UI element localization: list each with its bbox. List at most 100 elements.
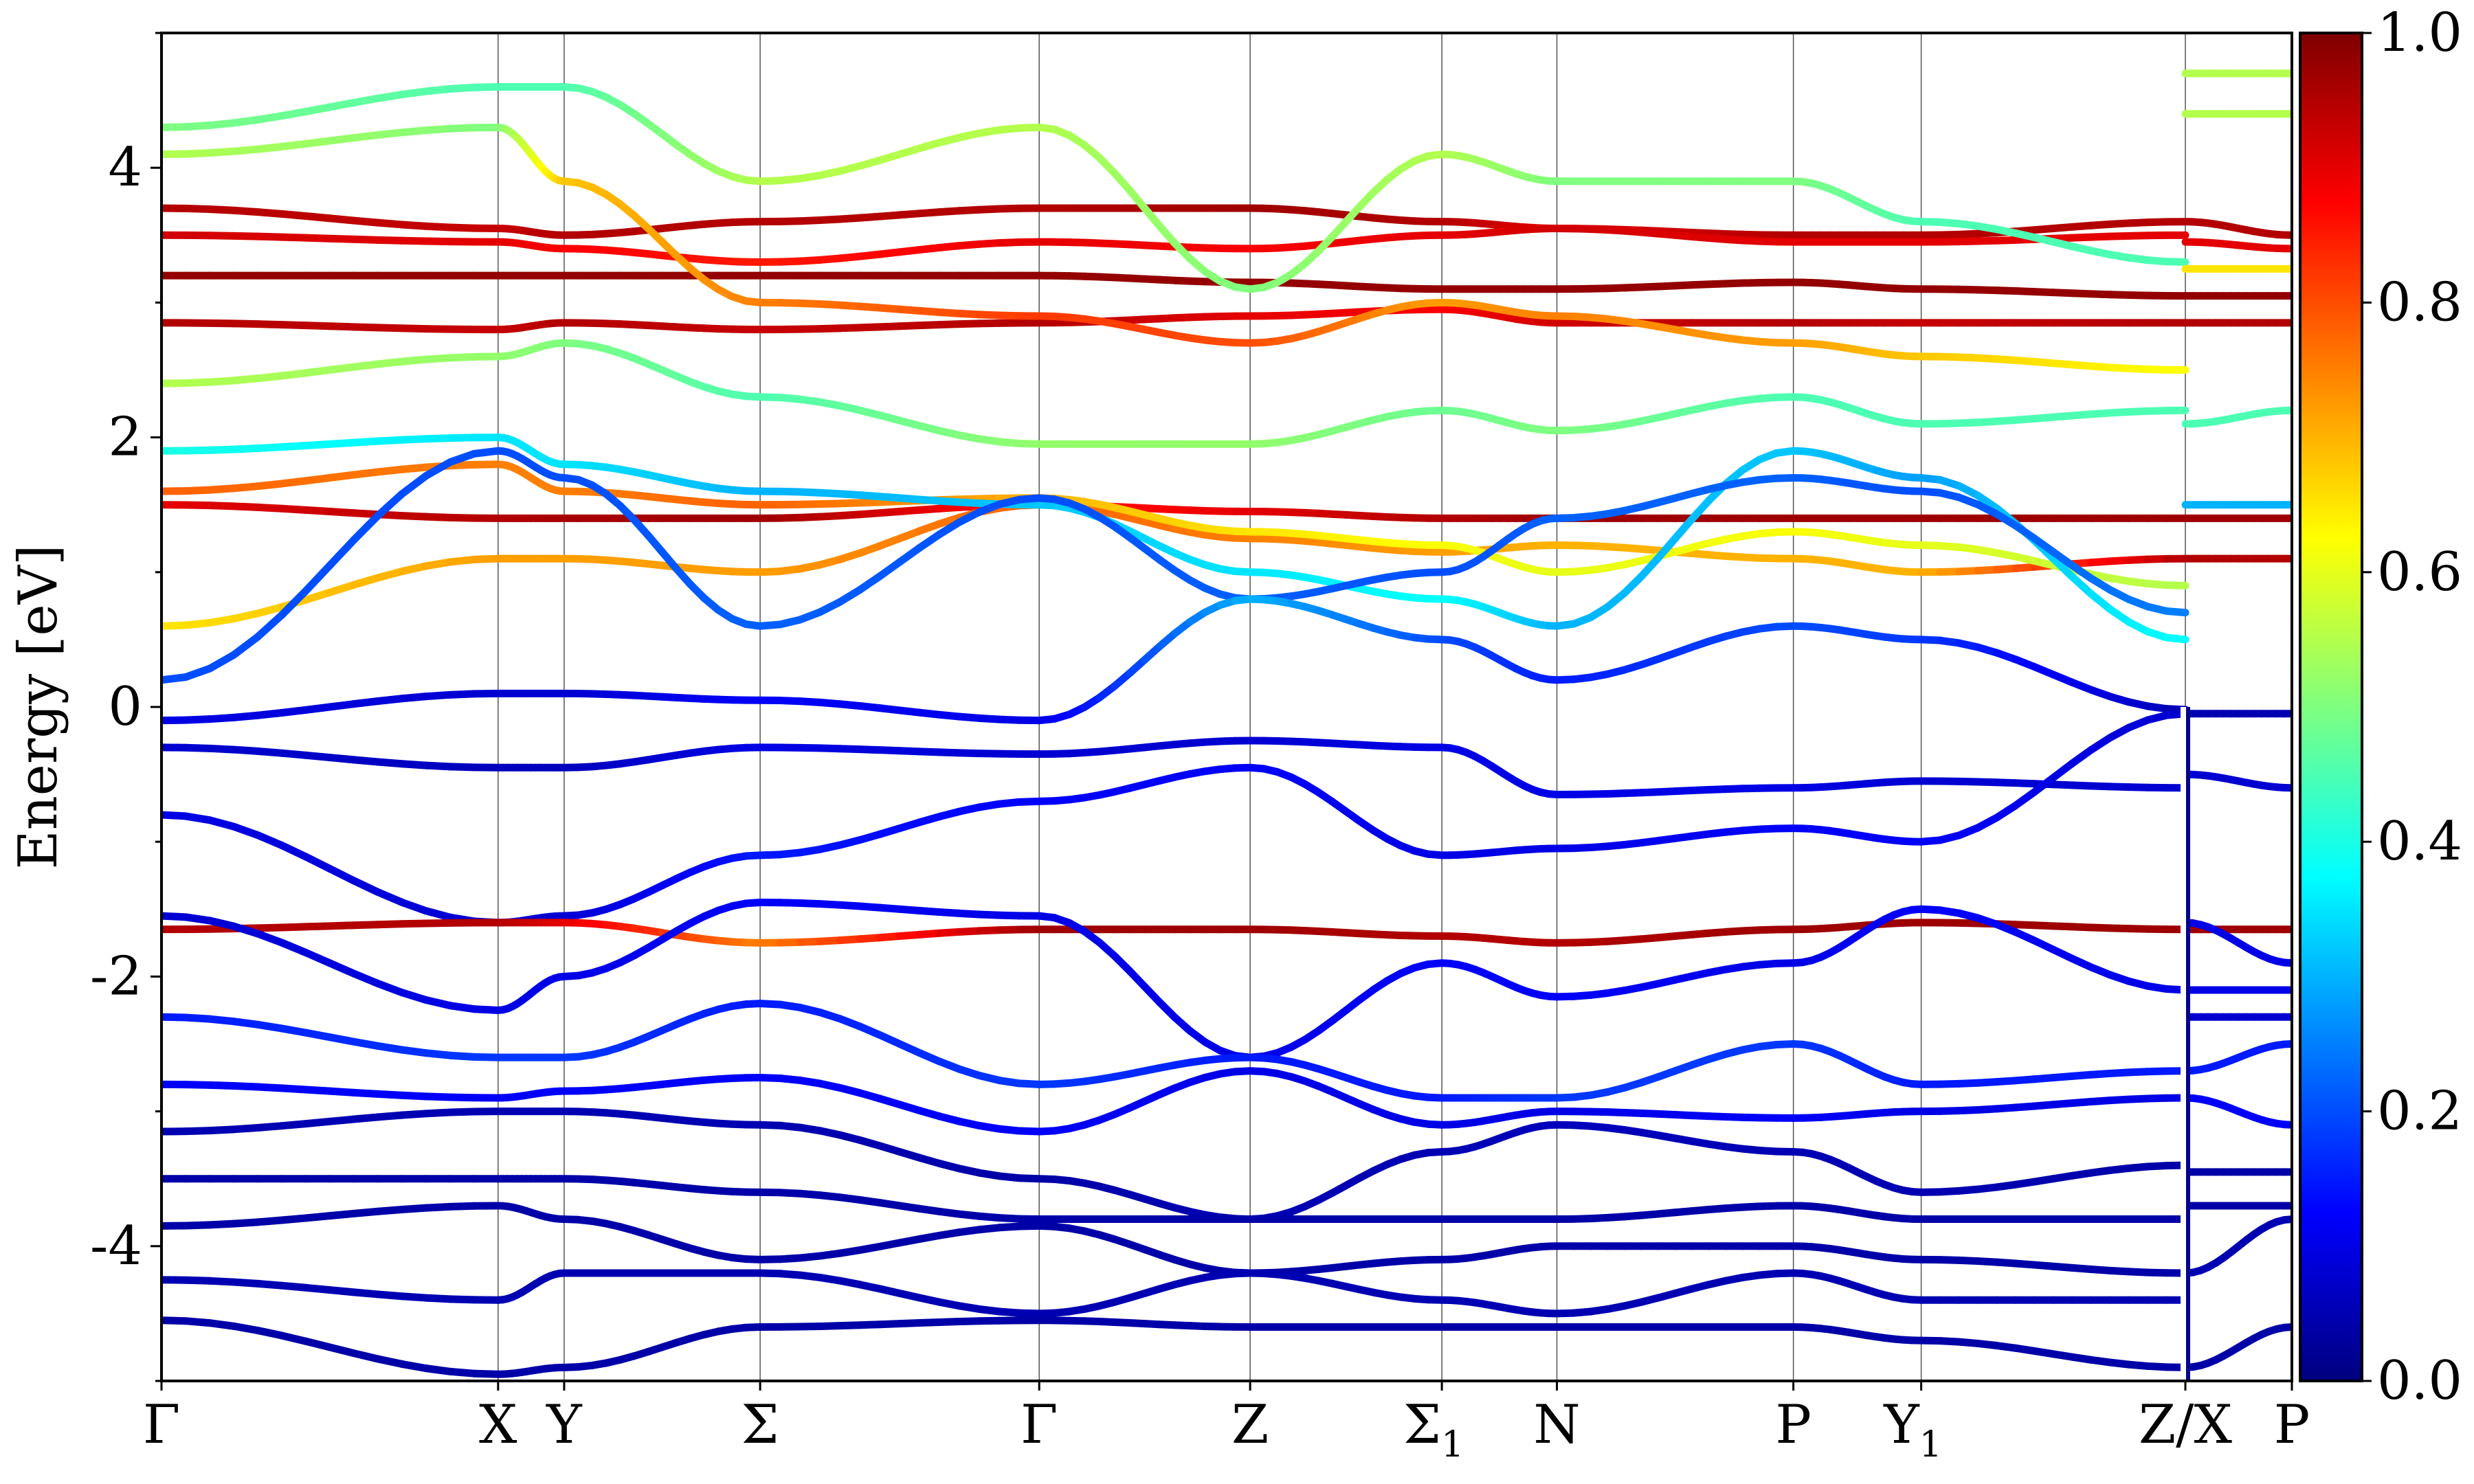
x-tick-label: N [1533, 1394, 1580, 1456]
band-segment [230, 1278, 262, 1288]
band-segment [205, 615, 238, 627]
band-segment [2068, 572, 2095, 598]
colorbar-tick-label: 0.8 [2377, 271, 2462, 333]
band [161, 271, 2189, 300]
band-segment [2068, 746, 2095, 767]
band-segment [181, 618, 214, 629]
band-segment [1141, 204, 1164, 230]
band-segment [326, 363, 358, 374]
band-segment [205, 816, 238, 831]
band-segment [205, 445, 238, 454]
band-segment [2030, 535, 2058, 556]
band-segment [205, 119, 238, 129]
band-segment [398, 693, 430, 703]
x-tick-label: Σ1 [1403, 1394, 1464, 1465]
band-segment [302, 212, 334, 223]
band-segment [230, 822, 262, 840]
band-segment [422, 907, 454, 921]
band-segment [181, 664, 214, 682]
band-segment [446, 513, 478, 522]
band-segment [446, 1093, 478, 1102]
band-segment [254, 232, 286, 241]
band-segment [230, 1322, 262, 1334]
band-segment [350, 574, 382, 589]
band-segment [230, 745, 262, 755]
band [161, 1000, 2189, 1102]
band-segment [398, 236, 430, 245]
band-segment [205, 1081, 238, 1090]
band-segment [254, 480, 286, 491]
band-segment [278, 139, 310, 150]
band-segment [398, 1046, 430, 1057]
band-segment [181, 1013, 214, 1023]
band-lines [161, 69, 2292, 1378]
band-segment [161, 621, 190, 630]
band-segment [230, 922, 262, 938]
band-segment [470, 447, 502, 458]
band-segment [2163, 607, 2189, 617]
band [161, 1108, 2189, 1224]
band-segment [278, 923, 310, 932]
band [2181, 218, 2292, 239]
band-segment [181, 204, 214, 214]
band [2181, 770, 2292, 792]
colorbar-tick-label: 0.2 [2377, 1081, 2462, 1143]
band-segment [302, 703, 334, 714]
band-segment [181, 1127, 214, 1136]
band-segment [230, 1018, 262, 1028]
band-segment [181, 1317, 214, 1327]
band-segment [254, 1216, 286, 1226]
band-segment [446, 1002, 478, 1013]
y-tick-label: 4 [108, 137, 142, 199]
band-segment [1126, 186, 1149, 212]
band-segment [278, 1120, 310, 1130]
band-segment [205, 1219, 238, 1229]
band-segment [374, 695, 406, 705]
colorbar-tick-label: 0.4 [2377, 811, 2462, 873]
band-segment [398, 87, 430, 99]
band-segment [422, 690, 454, 701]
band-segment [181, 486, 214, 495]
band-segment [350, 1037, 382, 1050]
band-segment [374, 567, 406, 582]
band-segment [446, 223, 478, 232]
band-segment [205, 1319, 238, 1330]
band-segment [398, 760, 430, 769]
band-segment [1111, 169, 1134, 194]
band [161, 1269, 2189, 1318]
band-segment [2049, 548, 2076, 570]
band-segment [350, 877, 382, 896]
band-segment [326, 1209, 358, 1220]
band-segment [254, 1279, 286, 1290]
band-segment [254, 611, 286, 641]
band-segment [350, 360, 382, 371]
band-segment [326, 1033, 358, 1046]
band-segment [205, 651, 238, 673]
x-tick-label: Γ [1021, 1394, 1058, 1456]
band-segment [422, 1294, 454, 1303]
band-segment [205, 1125, 238, 1135]
band [161, 1175, 2189, 1224]
band [161, 1067, 2189, 1136]
band-segment [2068, 561, 2095, 583]
band [161, 595, 2189, 725]
band-segment [446, 449, 478, 466]
band-segment [1654, 535, 1680, 562]
band-segment [935, 518, 963, 539]
band-segment [278, 1084, 310, 1094]
band-segment [278, 504, 310, 514]
band-segment [181, 446, 214, 455]
band-segment [398, 1292, 430, 1302]
band-segment [302, 1117, 334, 1128]
x-tick-label: Γ [143, 1394, 180, 1456]
colorbar-tick-label: 0.0 [2377, 1350, 2462, 1412]
x-tick-label: Z/X [2139, 1394, 2232, 1456]
band-segment [350, 1113, 382, 1123]
band-segment [398, 898, 430, 915]
band-segment [230, 115, 262, 127]
band [161, 1316, 2189, 1378]
y-tick-label: 2 [108, 407, 142, 469]
x-axis: Γ X Y Σ Γ Z Σ1 N P Y1 Z/X P [143, 1381, 2310, 1465]
band [161, 339, 2189, 448]
